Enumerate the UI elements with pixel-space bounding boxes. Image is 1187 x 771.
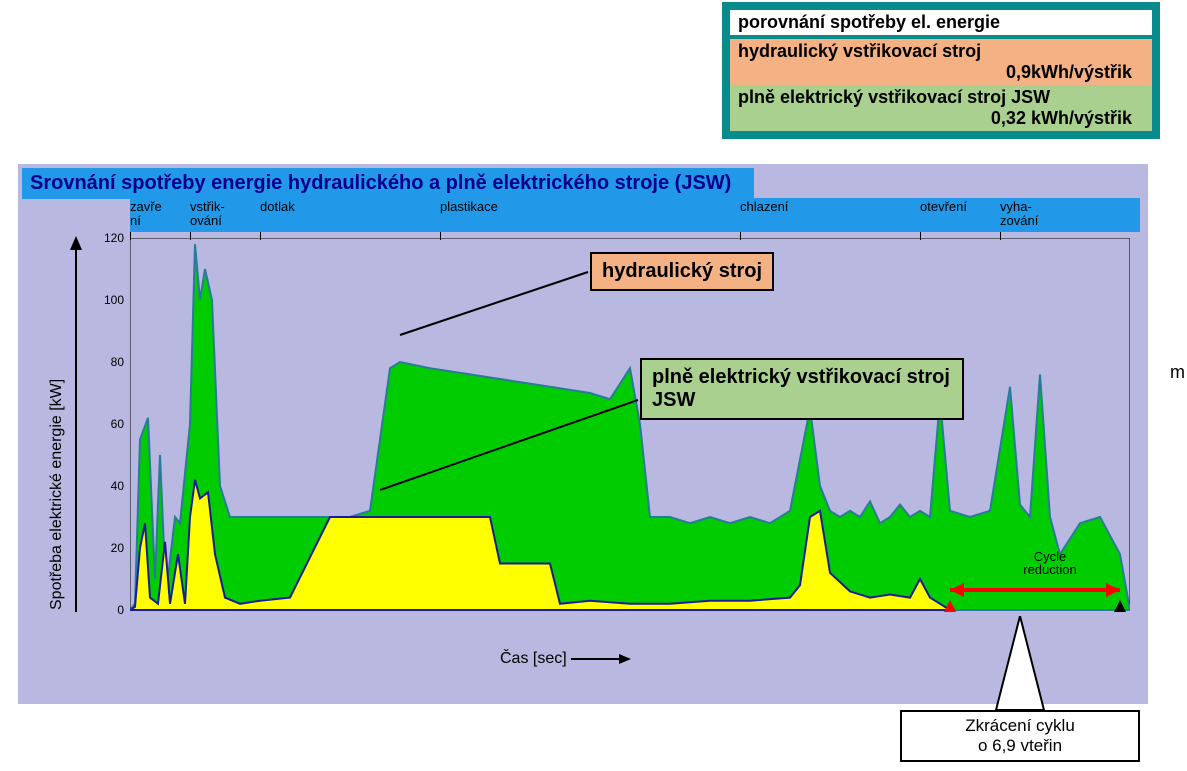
phase-tick xyxy=(130,232,131,240)
phase-tick xyxy=(740,232,741,240)
phase-tick xyxy=(920,232,921,240)
phase-tick xyxy=(1000,232,1001,240)
callout-pointer-icon xyxy=(990,616,1050,712)
phase-tick xyxy=(260,232,261,240)
cycle-shorten-callout: Zkrácení cykluo 6,9 vteřin xyxy=(900,710,1140,762)
phase-tick xyxy=(190,232,191,240)
phase-tick xyxy=(440,232,441,240)
side-text-fragment: m xyxy=(1170,362,1185,383)
cycle-shorten-text: Zkrácení cykluo 6,9 vteřin xyxy=(965,716,1075,755)
side-text: m xyxy=(1170,362,1185,382)
